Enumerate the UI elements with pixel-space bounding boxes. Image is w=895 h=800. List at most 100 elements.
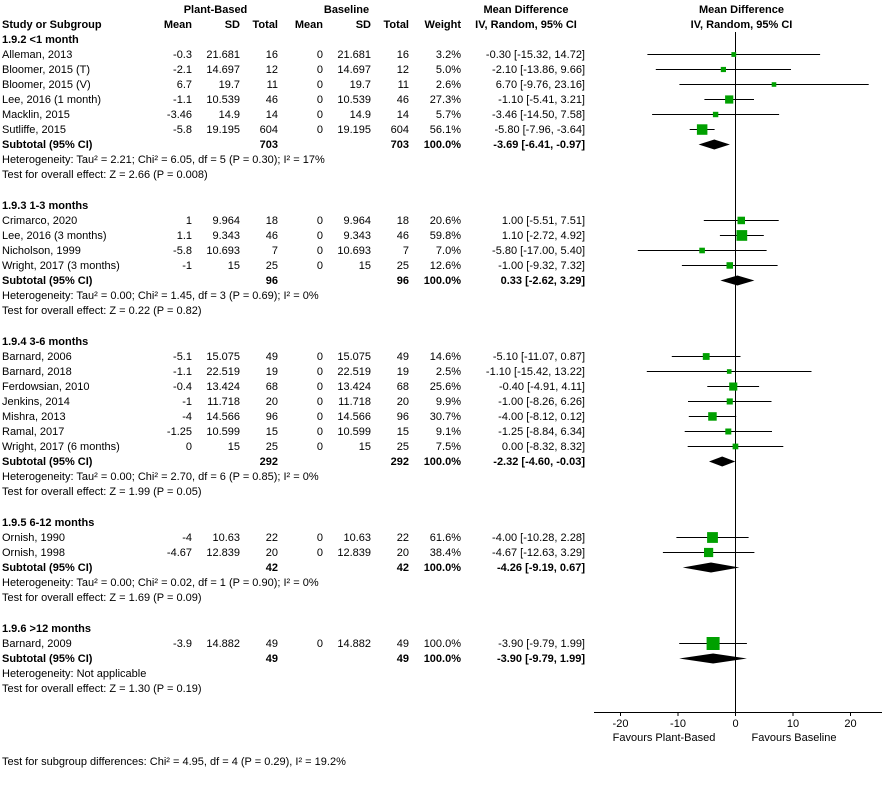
study-row: Jenkins, 2014 -1 11.718 20 0 11.718 20 9.9% -1.0… [0, 394, 895, 409]
baseline-sd: 13.424 [337, 380, 371, 393]
effect-square [704, 547, 714, 558]
study-row: Alleman, 2013 -0.3 21.681 16 0 21.681 16 3.2% -0… [0, 47, 895, 62]
plot-strip [735, 605, 736, 621]
study-ci-text: -1.25 [-8.84, 6.34] [498, 425, 585, 438]
plot-cell [588, 258, 895, 273]
subtotal-plant-total: 292 [259, 455, 278, 468]
baseline-mean: 0 [316, 259, 323, 272]
baseline-mean: 0 [316, 93, 323, 106]
study-row: Ferdowsian, 2010 -0.4 13.424 68 0 13.424 68 25.… [0, 379, 895, 394]
overall-effect-row: Test for overall effect: Z = 1.69 (P = 0… [0, 590, 895, 605]
plot-strip [671, 349, 741, 364]
study-weight: 61.6% [429, 531, 461, 544]
study-name: Jenkins, 2014 [2, 395, 70, 408]
heterogeneity-text: Heterogeneity: Tau² = 0.00; Chi² = 0.02,… [2, 576, 319, 589]
plant-total: 20 [265, 546, 278, 559]
plant-mean: -1 [182, 395, 192, 408]
study-name: Ferdowsian, 2010 [2, 380, 90, 393]
study-row: Lee, 2016 (3 months) 1.1 9.343 46 0 9.343 46 59… [0, 228, 895, 243]
plant-sd: 15 [227, 259, 240, 272]
plot-strip [655, 62, 791, 77]
plant-mean: -1.1 [173, 93, 192, 106]
study-ci-text: -1.00 [-9.32, 7.32] [498, 259, 585, 272]
study-weight: 59.8% [429, 229, 461, 242]
plot-cell [588, 439, 895, 454]
plot-strip [735, 288, 736, 303]
study-row: Lee, 2016 (1 month) -1.1 10.539 46 0 10.539 46… [0, 92, 895, 107]
subtotal-baseline-total: 292 [390, 455, 409, 468]
study-weight: 7.0% [435, 244, 461, 257]
axis-tick-label: -10 [670, 718, 686, 730]
heterogeneity-text: Heterogeneity: Tau² = 0.00; Chi² = 2.70,… [2, 470, 319, 483]
subgroup-label: 1.9.5 6-12 months [2, 516, 95, 529]
study-name: Alleman, 2013 [2, 48, 73, 61]
heterogeneity-row: Heterogeneity: Not applicable [0, 666, 895, 681]
subtotal-weight: 100.0% [423, 138, 461, 151]
subtotal-row: Subtotal (95% CI) 96 96 100.0% 0.33 [-2.62, … [0, 273, 895, 288]
study-name: Wright, 2017 (6 months) [2, 440, 120, 453]
study-name: Barnard, 2009 [2, 637, 72, 650]
subtotal-plant-total: 42 [265, 561, 278, 574]
overall-effect-row: Test for overall effect: Z = 0.22 (P = 0… [0, 303, 895, 318]
plant-total: 18 [265, 214, 278, 227]
plot-strip [704, 92, 754, 107]
baseline-sd: 14.882 [337, 637, 371, 650]
baseline-total: 25 [396, 259, 409, 272]
plot-cell [588, 681, 895, 696]
plant-sd: 22.519 [206, 365, 240, 378]
study-ci-text: -0.40 [-4.91, 4.11] [498, 380, 585, 393]
header-mean-difference-plot: Mean Difference [699, 3, 784, 16]
plant-mean: 0 [185, 440, 192, 453]
overall-effect-text: Test for overall effect: Z = 0.22 (P = 0… [2, 304, 202, 317]
plot-cell [588, 394, 895, 409]
baseline-total: 46 [396, 229, 409, 242]
plot-cell [588, 621, 895, 636]
subgroup-label: 1.9.6 >12 months [2, 622, 91, 635]
overall-effect-text: Test for overall effect: Z = 2.66 (P = 0… [2, 168, 208, 181]
effect-square [737, 216, 745, 225]
plot-strip [689, 122, 736, 137]
plant-total: 25 [265, 440, 278, 453]
effect-square [708, 412, 717, 421]
effect-square [712, 111, 719, 118]
plot-cell [588, 636, 895, 651]
effect-square [726, 398, 733, 405]
study-weight: 9.1% [435, 425, 461, 438]
study-row: Ramal, 2017 -1.25 10.599 15 0 10.599 15 9.1% -1.… [0, 424, 895, 439]
effect-square [726, 369, 732, 374]
plot-cell [588, 469, 895, 484]
plot-cell [588, 454, 895, 469]
study-ci-text: -4.00 [-8.12, 0.12] [498, 410, 585, 423]
subgroup-header-row: 1.9.4 3-6 months [0, 334, 895, 349]
baseline-total: 14 [396, 108, 409, 121]
plant-sd: 10.693 [206, 244, 240, 257]
spacer-row [0, 318, 895, 334]
study-name: Barnard, 2006 [2, 350, 72, 363]
study-ci-text: -4.00 [-10.28, 2.28] [492, 531, 585, 544]
study-row: Ornish, 1990 -4 10.63 22 0 10.63 22 61.6% -4.00 … [0, 530, 895, 545]
plant-total: 16 [265, 48, 278, 61]
plant-mean: -2.1 [173, 63, 192, 76]
col-header-plant-total: Total [252, 18, 278, 31]
plant-mean: -3.46 [166, 108, 192, 121]
effect-square [702, 353, 710, 360]
baseline-sd: 9.964 [343, 214, 371, 227]
effect-square [706, 637, 720, 650]
baseline-sd: 19.7 [349, 78, 371, 91]
plant-mean: 6.7 [176, 78, 192, 91]
baseline-mean: 0 [316, 78, 323, 91]
study-row: Bloomer, 2015 (T) -2.1 14.697 12 0 14.697 12 5.… [0, 62, 895, 77]
plot-strip [679, 77, 869, 92]
study-ci-text: -1.10 [-5.41, 3.21] [498, 93, 585, 106]
plot-strip [707, 379, 760, 394]
baseline-total: 15 [396, 425, 409, 438]
effect-square [731, 52, 737, 57]
study-weight: 5.0% [435, 63, 461, 76]
plot-cell [588, 334, 895, 349]
effect-square [732, 443, 739, 450]
plant-sd: 19.195 [206, 123, 240, 136]
plot-cell [588, 152, 895, 167]
baseline-mean: 0 [316, 637, 323, 650]
overall-effect-text: Test for overall effect: Z = 1.69 (P = 0… [2, 591, 202, 604]
plot-cell [588, 62, 895, 77]
